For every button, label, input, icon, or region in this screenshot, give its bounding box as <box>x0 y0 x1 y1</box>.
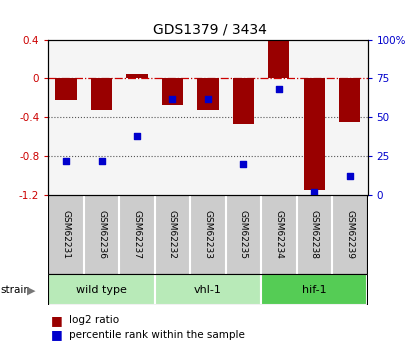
Text: GSM62234: GSM62234 <box>274 210 284 259</box>
Text: GSM62232: GSM62232 <box>168 210 177 259</box>
Text: GSM62233: GSM62233 <box>203 210 213 259</box>
Bar <box>339 79 360 122</box>
Bar <box>155 274 261 305</box>
Point <box>98 158 105 164</box>
Text: ▶: ▶ <box>27 286 36 295</box>
Point <box>311 189 318 195</box>
Text: GSM62237: GSM62237 <box>132 210 142 259</box>
Bar <box>55 79 77 100</box>
Bar <box>91 79 112 110</box>
Text: strain: strain <box>1 286 31 295</box>
Text: GSM62236: GSM62236 <box>97 210 106 259</box>
Bar <box>268 40 289 79</box>
Bar <box>162 79 183 105</box>
Text: percentile rank within the sample: percentile rank within the sample <box>69 330 245 339</box>
Text: GSM62235: GSM62235 <box>239 210 248 259</box>
Bar <box>197 79 218 110</box>
Bar <box>48 274 155 305</box>
Point <box>346 174 353 179</box>
Text: GDS1379 / 3434: GDS1379 / 3434 <box>153 22 267 37</box>
Point <box>276 87 282 92</box>
Point <box>134 133 140 139</box>
Text: ■: ■ <box>50 328 62 341</box>
Bar <box>126 73 147 79</box>
Text: wild type: wild type <box>76 285 127 295</box>
Text: ■: ■ <box>50 314 62 327</box>
Text: GSM62231: GSM62231 <box>62 210 71 259</box>
Point <box>63 158 69 164</box>
Point <box>169 96 176 101</box>
Text: vhl-1: vhl-1 <box>194 285 222 295</box>
Point <box>240 161 247 167</box>
Text: log2 ratio: log2 ratio <box>69 315 119 325</box>
Bar <box>304 79 325 190</box>
Text: GSM62238: GSM62238 <box>310 210 319 259</box>
Text: GSM62239: GSM62239 <box>345 210 354 259</box>
Text: hif-1: hif-1 <box>302 285 327 295</box>
Bar <box>233 79 254 124</box>
Point <box>205 96 211 101</box>
Bar <box>261 274 368 305</box>
